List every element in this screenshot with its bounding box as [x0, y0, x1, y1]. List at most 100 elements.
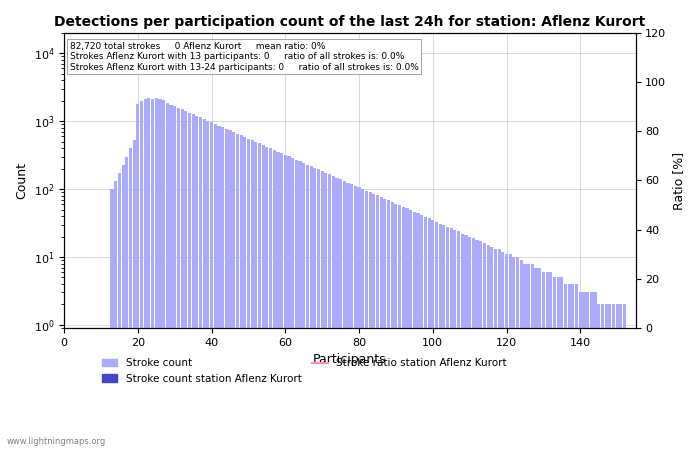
Bar: [166, 103, 169, 450]
Bar: [184, 111, 188, 450]
Bar: [350, 184, 354, 450]
Bar: [483, 243, 486, 450]
Bar: [254, 142, 258, 450]
Bar: [439, 224, 442, 450]
Bar: [343, 181, 346, 450]
Bar: [328, 174, 331, 450]
Bar: [125, 157, 128, 450]
Bar: [324, 173, 328, 450]
Bar: [524, 264, 526, 450]
Bar: [435, 222, 438, 450]
Bar: [545, 272, 549, 450]
Bar: [247, 139, 250, 450]
Bar: [151, 99, 154, 450]
Bar: [564, 284, 567, 450]
Bar: [265, 147, 268, 450]
Bar: [321, 171, 324, 450]
Bar: [586, 292, 589, 450]
Bar: [590, 292, 593, 450]
Bar: [225, 129, 228, 450]
Bar: [413, 212, 416, 450]
Y-axis label: Count: Count: [15, 162, 28, 199]
Bar: [376, 195, 379, 450]
Bar: [454, 230, 456, 450]
Bar: [361, 189, 364, 450]
Bar: [132, 140, 136, 450]
Bar: [218, 126, 220, 450]
Bar: [623, 305, 626, 450]
Bar: [387, 201, 390, 450]
Bar: [251, 140, 253, 450]
Bar: [538, 267, 541, 450]
Bar: [468, 237, 471, 450]
Bar: [391, 202, 394, 450]
Bar: [114, 181, 118, 450]
Bar: [431, 220, 435, 450]
Legend: Stroke count, Stroke count station Aflenz Kurort, Stroke ratio station Aflenz Ku: Stroke count, Stroke count station Aflen…: [97, 354, 511, 388]
Bar: [568, 284, 570, 450]
Bar: [169, 104, 173, 450]
Bar: [140, 101, 143, 450]
Bar: [527, 264, 530, 450]
Bar: [446, 227, 449, 450]
Bar: [280, 153, 284, 450]
Bar: [358, 187, 360, 450]
Bar: [236, 134, 239, 450]
Bar: [498, 249, 500, 450]
Bar: [317, 170, 320, 450]
Bar: [449, 228, 453, 450]
Bar: [239, 135, 243, 450]
Bar: [302, 163, 305, 450]
Bar: [409, 210, 412, 450]
Bar: [188, 112, 191, 450]
Bar: [199, 117, 202, 450]
Bar: [531, 264, 534, 450]
Bar: [384, 199, 386, 450]
Bar: [122, 165, 125, 450]
Text: 82,720 total strokes     0 Aflenz Kurort     mean ratio: 0%
Strokes Aflenz Kuror: 82,720 total strokes 0 Aflenz Kurort mea…: [70, 42, 419, 72]
Bar: [424, 217, 427, 450]
Title: Detections per participation count of the last 24h for station: Aflenz Kurort: Detections per participation count of th…: [54, 15, 645, 29]
Bar: [365, 191, 368, 450]
Bar: [291, 158, 294, 450]
Bar: [269, 148, 272, 450]
Bar: [490, 247, 493, 450]
Bar: [162, 100, 165, 450]
Bar: [620, 305, 622, 450]
Bar: [354, 186, 357, 450]
Bar: [192, 114, 195, 450]
Bar: [295, 160, 298, 450]
Bar: [464, 235, 468, 450]
Bar: [335, 178, 339, 450]
Bar: [475, 240, 479, 450]
Bar: [605, 305, 608, 450]
Bar: [405, 208, 409, 450]
Bar: [173, 106, 176, 450]
Text: www.lightningmaps.org: www.lightningmaps.org: [7, 436, 106, 446]
Bar: [129, 148, 132, 450]
Bar: [111, 189, 113, 450]
Bar: [258, 144, 261, 450]
Bar: [398, 205, 401, 450]
Bar: [346, 183, 349, 450]
Bar: [615, 305, 619, 450]
Bar: [118, 173, 121, 450]
Bar: [571, 284, 575, 450]
Bar: [158, 99, 162, 450]
Bar: [379, 197, 383, 450]
Bar: [553, 278, 556, 450]
Bar: [155, 98, 158, 450]
Bar: [214, 124, 217, 450]
Bar: [472, 238, 475, 450]
Bar: [505, 254, 508, 450]
Bar: [402, 207, 405, 450]
Bar: [147, 98, 150, 450]
Bar: [177, 108, 180, 450]
Bar: [144, 99, 147, 450]
Bar: [394, 204, 398, 450]
Bar: [284, 155, 287, 450]
Bar: [232, 132, 235, 450]
Bar: [597, 305, 601, 450]
Bar: [519, 260, 523, 450]
Bar: [309, 166, 313, 450]
